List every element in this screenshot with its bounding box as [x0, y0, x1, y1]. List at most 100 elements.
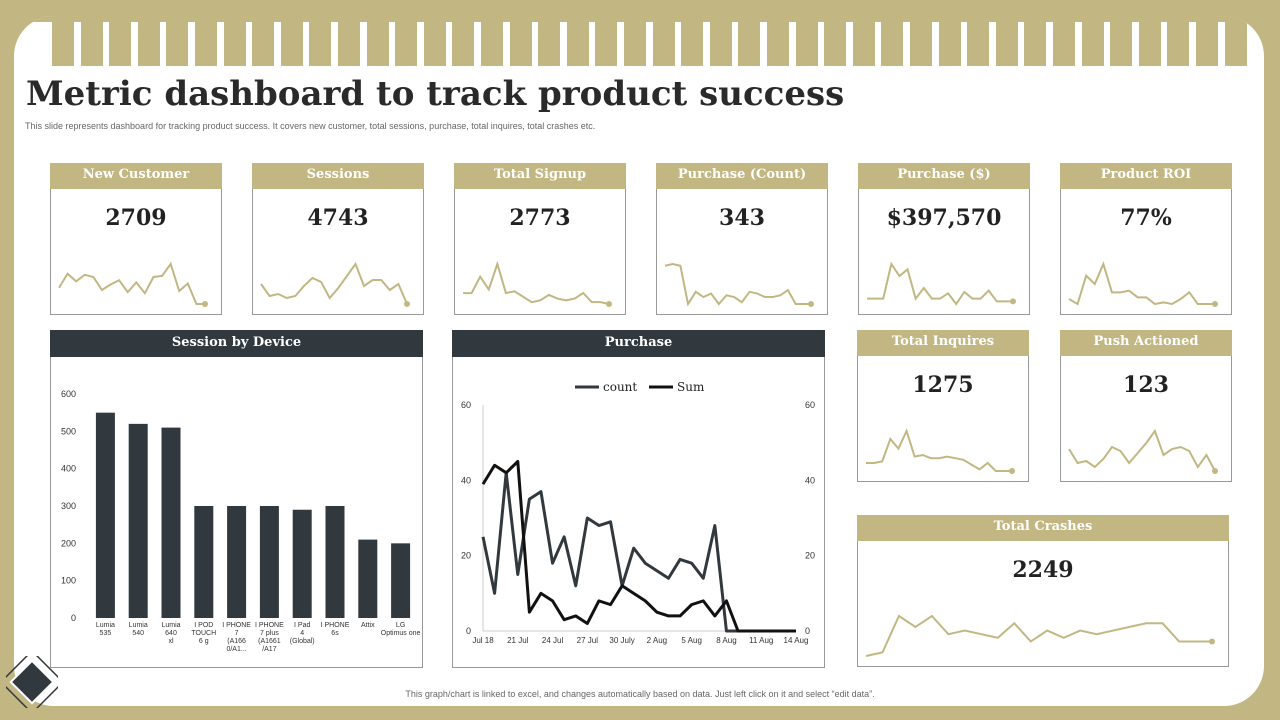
kpi-body: 1275 [857, 356, 1029, 482]
x-tick-label: 8 Aug [716, 636, 736, 645]
kpi-body: 2249 [857, 541, 1229, 667]
sparkline-end-dot [1212, 468, 1218, 474]
kpi-value: 4743 [307, 205, 369, 231]
y2-tick-label: 0 [805, 626, 810, 636]
kpi-card-6: Total Inquires 1275 [857, 330, 1029, 482]
y-tick-label: 40 [461, 475, 471, 485]
sparkline [1068, 261, 1218, 307]
kpi-card-8: Total Crashes 2249 [857, 515, 1229, 667]
bar[interactable] [227, 506, 247, 618]
page-subtitle: This slide represents dashboard for trac… [25, 121, 596, 131]
x-tick-label: 2 Aug [647, 636, 667, 645]
y-tick-label: 60 [461, 400, 471, 410]
footer-note: This graph/chart is linked to excel, and… [405, 689, 875, 699]
kpi-body: 343 [656, 189, 828, 315]
sparkline [1068, 428, 1218, 474]
sparkline-end-dot [808, 301, 814, 307]
kpi-label: Push Actioned [1060, 330, 1232, 356]
y-tick-label: 20 [461, 551, 471, 561]
bar[interactable] [161, 427, 181, 618]
legend-label: count [603, 380, 637, 394]
kpi-label: Total Signup [454, 163, 626, 189]
sparkline-end-dot [606, 301, 612, 307]
sparkline [58, 261, 208, 307]
kpi-label: Total Inquires [857, 330, 1029, 356]
logo-diamond-icon [6, 656, 58, 708]
x-tick-label: 5 Aug [681, 636, 701, 645]
sparkline-line [58, 261, 205, 305]
kpi-label: New Customer [50, 163, 222, 189]
y-tick-label: 400 [61, 464, 76, 474]
x-tick-label: Lumia 640 xl [161, 622, 180, 645]
x-tick-label: Attix [361, 622, 375, 629]
sparkline-line [463, 260, 610, 305]
x-tick-label: I Pad 4 (Global) [290, 622, 315, 645]
x-tick-label: 14 Aug [784, 636, 809, 645]
session-by-device-chart[interactable]: 0 100 200 300 400 500 600 Lumia 535 Lumia 540 Lumia… [51, 357, 422, 667]
kpi-value: 343 [719, 205, 765, 231]
y-tick-label: 500 [61, 426, 76, 436]
bar[interactable] [259, 506, 279, 618]
y-tick-label: 200 [61, 538, 76, 548]
bar[interactable] [325, 506, 345, 618]
x-tick-label: I PHONE 6s [321, 622, 350, 637]
page-title: Metric dashboard to track product succes… [26, 74, 845, 114]
sparkline [463, 260, 612, 307]
purchase-panel-title: Purchase [452, 330, 825, 357]
x-tick-label: 11 Aug [749, 636, 773, 645]
sparkline-line [1068, 428, 1216, 472]
kpi-card-0: New Customer 2709 [50, 163, 222, 315]
bar[interactable] [194, 506, 214, 618]
kpi-body: 123 [1060, 356, 1232, 482]
kpi-label: Sessions [252, 163, 424, 189]
session-panel-body: 0 100 200 300 400 500 600 Lumia 535 Lumia 540 Lumia… [50, 357, 423, 668]
bar[interactable] [391, 543, 411, 618]
kpi-value: 77% [1120, 205, 1172, 231]
purchase-line-chart[interactable]: 0 0 20 20 40 40 60 60 Jul 18 21 Jul 24 Jul 27 Jul 30… [453, 357, 824, 667]
kpi-label: Product ROI [1060, 163, 1232, 189]
y2-tick-label: 20 [805, 551, 815, 561]
sparkline [865, 614, 1215, 657]
kpi-value: 2709 [105, 205, 167, 231]
kpi-card-5: Product ROI 77% [1060, 163, 1232, 315]
sparkline [664, 262, 814, 307]
decorative-stripes [14, 16, 1264, 68]
kpi-value: $397,570 [886, 205, 1002, 231]
bar[interactable] [292, 509, 312, 618]
kpi-card-3: Purchase (Count) 343 [656, 163, 828, 315]
x-tick-label: 27 Jul [577, 636, 599, 645]
x-tick-label: Lumia 535 [96, 622, 115, 637]
kpi-value: 2773 [509, 205, 571, 231]
kpi-card-7: Push Actioned 123 [1060, 330, 1232, 482]
y-tick-label: 600 [61, 389, 76, 399]
sparkline-end-dot [1212, 301, 1218, 307]
x-tick-label: Jul 18 [472, 636, 494, 645]
sparkline [866, 428, 1015, 474]
x-tick-label: 24 Jul [542, 636, 564, 645]
bar[interactable] [128, 423, 148, 618]
y-tick-label: 0 [466, 626, 471, 636]
session-panel-title: Session by Device [50, 330, 423, 357]
x-tick-label: I PHONE 7 plus (A1661/A17 [255, 622, 284, 653]
x-tick-label: I POD TOUCH 6 g [191, 622, 216, 645]
sparkline-line [865, 614, 1212, 657]
x-tick-label: I PHONE 7 (A166 0/A1... [222, 622, 251, 653]
x-tick-label: 21 Jul [507, 636, 529, 645]
y2-tick-label: 60 [805, 400, 815, 410]
y2-tick-label: 40 [805, 475, 815, 485]
bar[interactable] [358, 539, 378, 618]
series-line-Sum[interactable] [481, 460, 796, 633]
purchase-panel: Purchase 0 0 20 20 40 40 60 60 Jul 18 21 Jul 24 Ju… [452, 330, 825, 668]
bar[interactable] [95, 412, 115, 618]
sparkline-end-dot [404, 301, 410, 307]
sparkline-line [260, 261, 408, 305]
sparkline-end-dot [1009, 468, 1015, 474]
sparkline [260, 261, 410, 307]
sparkline-end-dot [1010, 298, 1016, 305]
kpi-value: 1275 [912, 372, 974, 398]
legend-label: Sum [677, 380, 705, 394]
x-tick-label: 30 July [609, 636, 634, 645]
y-tick-label: 100 [61, 576, 76, 586]
sparkline-end-dot [202, 301, 208, 307]
purchase-panel-body: 0 0 20 20 40 40 60 60 Jul 18 21 Jul 24 Jul 27 Jul 30… [452, 357, 825, 668]
